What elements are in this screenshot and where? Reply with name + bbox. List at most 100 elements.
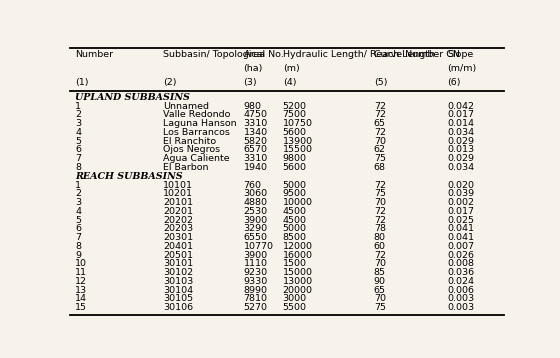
Text: 10750: 10750: [283, 119, 312, 128]
Text: Hydraulic Length/ Reach Length: Hydraulic Length/ Reach Length: [283, 50, 435, 59]
Text: 9: 9: [75, 251, 81, 260]
Text: 0.008: 0.008: [447, 260, 474, 268]
Text: 0.003: 0.003: [447, 295, 475, 304]
Text: Agua Caliente: Agua Caliente: [164, 154, 230, 163]
Text: 0.042: 0.042: [447, 102, 474, 111]
Text: 80: 80: [374, 233, 386, 242]
Text: 5600: 5600: [283, 128, 307, 137]
Text: (m/m): (m/m): [447, 64, 477, 73]
Text: 4: 4: [75, 128, 81, 137]
Text: 7: 7: [75, 233, 81, 242]
Text: 15000: 15000: [283, 268, 312, 277]
Text: 0.017: 0.017: [447, 110, 474, 119]
Text: Curve Number CN: Curve Number CN: [374, 50, 460, 59]
Text: (1): (1): [75, 78, 88, 87]
Text: 70: 70: [374, 260, 386, 268]
Text: 8990: 8990: [244, 286, 268, 295]
Text: 5820: 5820: [244, 137, 268, 146]
Text: 70: 70: [374, 198, 386, 207]
Text: 0.017: 0.017: [447, 207, 474, 216]
Text: 1: 1: [75, 102, 81, 111]
Text: 0.029: 0.029: [447, 137, 474, 146]
Text: (5): (5): [374, 78, 388, 87]
Text: 30104: 30104: [164, 286, 193, 295]
Text: 70: 70: [374, 295, 386, 304]
Text: 72: 72: [374, 251, 386, 260]
Text: 30105: 30105: [164, 295, 193, 304]
Text: 6550: 6550: [244, 233, 268, 242]
Text: 5600: 5600: [283, 163, 307, 172]
Text: REACH SUBBASINS: REACH SUBBASINS: [75, 172, 183, 181]
Text: 0.002: 0.002: [447, 198, 474, 207]
Text: 20501: 20501: [164, 251, 193, 260]
Text: 10: 10: [75, 260, 87, 268]
Text: 3: 3: [75, 198, 81, 207]
Text: 0.003: 0.003: [447, 303, 475, 312]
Text: 90: 90: [374, 277, 386, 286]
Text: 0.014: 0.014: [447, 119, 474, 128]
Text: 62: 62: [374, 145, 386, 154]
Text: 12: 12: [75, 277, 87, 286]
Text: 15500: 15500: [283, 145, 312, 154]
Text: 5200: 5200: [283, 102, 307, 111]
Text: 72: 72: [374, 180, 386, 189]
Text: 20101: 20101: [164, 198, 193, 207]
Text: 0.013: 0.013: [447, 145, 475, 154]
Text: El Barbon: El Barbon: [164, 163, 209, 172]
Text: 5000: 5000: [283, 180, 307, 189]
Text: 3900: 3900: [244, 216, 268, 224]
Text: 30102: 30102: [164, 268, 193, 277]
Text: 980: 980: [244, 102, 262, 111]
Text: 4750: 4750: [244, 110, 268, 119]
Text: 16000: 16000: [283, 251, 312, 260]
Text: 3000: 3000: [283, 295, 307, 304]
Text: 10201: 10201: [164, 189, 193, 198]
Text: 13900: 13900: [283, 137, 313, 146]
Text: 75: 75: [374, 189, 386, 198]
Text: 5000: 5000: [283, 224, 307, 233]
Text: Valle Redondo: Valle Redondo: [164, 110, 231, 119]
Text: Laguna Hanson: Laguna Hanson: [164, 119, 237, 128]
Text: (2): (2): [164, 78, 177, 87]
Text: 13000: 13000: [283, 277, 313, 286]
Text: Number: Number: [75, 50, 113, 59]
Text: 3310: 3310: [244, 119, 268, 128]
Text: 0.039: 0.039: [447, 189, 475, 198]
Text: 10101: 10101: [164, 180, 193, 189]
Text: 30103: 30103: [164, 277, 194, 286]
Text: 11: 11: [75, 268, 87, 277]
Text: 1110: 1110: [244, 260, 268, 268]
Text: 9800: 9800: [283, 154, 307, 163]
Text: 75: 75: [374, 303, 386, 312]
Text: 9330: 9330: [244, 277, 268, 286]
Text: 0.034: 0.034: [447, 128, 475, 137]
Text: 7: 7: [75, 154, 81, 163]
Text: 20401: 20401: [164, 242, 193, 251]
Text: 20203: 20203: [164, 224, 193, 233]
Text: Subbasin/ Topological No.: Subbasin/ Topological No.: [164, 50, 284, 59]
Text: 5270: 5270: [244, 303, 268, 312]
Text: 0.006: 0.006: [447, 286, 474, 295]
Text: 68: 68: [374, 163, 386, 172]
Text: 2: 2: [75, 110, 81, 119]
Text: 65: 65: [374, 286, 386, 295]
Text: 15: 15: [75, 303, 87, 312]
Text: 30101: 30101: [164, 260, 193, 268]
Text: 20301: 20301: [164, 233, 193, 242]
Text: 5: 5: [75, 216, 81, 224]
Text: 72: 72: [374, 207, 386, 216]
Text: 20201: 20201: [164, 207, 193, 216]
Text: 72: 72: [374, 110, 386, 119]
Text: 20000: 20000: [283, 286, 312, 295]
Text: 10770: 10770: [244, 242, 274, 251]
Text: 0.020: 0.020: [447, 180, 474, 189]
Text: (m): (m): [283, 64, 300, 73]
Text: Unnamed: Unnamed: [164, 102, 209, 111]
Text: (3): (3): [244, 78, 257, 87]
Text: 72: 72: [374, 128, 386, 137]
Text: 7810: 7810: [244, 295, 268, 304]
Text: 10000: 10000: [283, 198, 312, 207]
Text: 8500: 8500: [283, 233, 307, 242]
Text: Slope: Slope: [447, 50, 474, 59]
Text: 12000: 12000: [283, 242, 312, 251]
